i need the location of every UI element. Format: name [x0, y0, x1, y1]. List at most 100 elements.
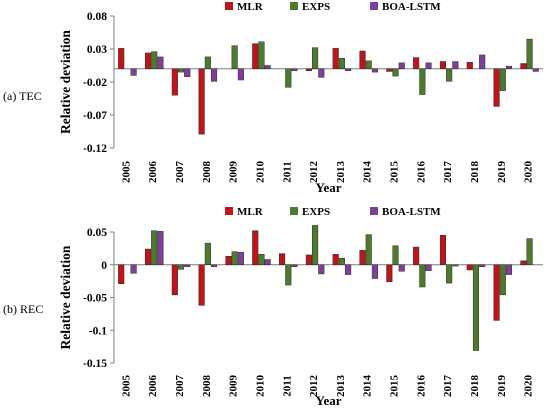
bar-boa-lstm-2009 — [237, 252, 244, 265]
bar-boa-lstm-2013 — [345, 264, 352, 275]
bar-exps-2010 — [258, 41, 265, 70]
bar-exps-2015 — [392, 68, 399, 77]
bar-exps-2009 — [231, 251, 238, 265]
bar-boa-lstm-2006 — [157, 231, 164, 265]
bar-boa-lstm-2018 — [479, 54, 486, 70]
x-tick-label: 2015 — [389, 375, 401, 398]
x-tick-label: 2005 — [120, 161, 132, 184]
bar-boa-lstm-2009 — [237, 68, 244, 81]
bar-boa-lstm-2013 — [345, 68, 352, 72]
bar-boa-lstm-2006 — [157, 56, 164, 70]
x-tick-label: 2017 — [442, 375, 454, 398]
bar-boa-lstm-2011 — [291, 68, 298, 72]
bar-boa-lstm-2019 — [505, 65, 513, 70]
bar-exps-2019 — [499, 68, 506, 91]
bar-mlr-2012 — [305, 254, 312, 265]
x-tick-label: 2020 — [523, 375, 535, 398]
x-tick-label: 2019 — [496, 161, 508, 184]
x-tick-label: 2010 — [254, 375, 266, 398]
y-axis-title: Relative deviation — [58, 245, 73, 349]
bar-boa-lstm-2015 — [398, 62, 405, 70]
bar-boa-lstm-2020 — [532, 68, 539, 72]
bar-boa-lstm-2007 — [184, 68, 191, 77]
y-tick-label: -0.12 — [83, 143, 107, 155]
bar-exps-2014 — [365, 234, 372, 265]
bar-mlr-2013 — [332, 254, 339, 266]
bar-boa-lstm-2005 — [130, 68, 137, 76]
bar-boa-lstm-2017 — [452, 61, 459, 70]
x-tick-label: 2019 — [496, 375, 508, 398]
x-tick-label: 2012 — [308, 161, 320, 184]
bar-exps-2007 — [177, 264, 185, 270]
bar-exps-2007 — [177, 68, 185, 73]
legend-label-mlr: MLR — [237, 206, 264, 218]
bar-exps-2020 — [526, 38, 533, 70]
bar-exps-2006 — [151, 51, 158, 70]
bar-mlr-2012 — [305, 68, 312, 72]
bar-mlr-2020 — [520, 260, 527, 266]
legend-swatch-boa-lstm — [370, 207, 378, 215]
x-tick-label: 2015 — [389, 161, 401, 184]
x-tick-label: 2012 — [308, 375, 320, 398]
chart-panel-0: 0.08 0.03 -0.02 -0.07 -0.12 2005 2006 2007 2008 2… — [3, 1, 543, 195]
x-tick-label: 2014 — [362, 375, 374, 398]
x-tick-label: 2013 — [335, 375, 347, 398]
bar-mlr-2007 — [171, 68, 178, 96]
legend-swatch-exps — [290, 2, 298, 10]
bar-boa-lstm-2012 — [318, 264, 325, 275]
bar-mlr-2010 — [252, 43, 259, 70]
x-tick-label: 2018 — [469, 375, 481, 398]
bar-mlr-2009 — [225, 255, 232, 265]
bar-boa-lstm-2008 — [210, 68, 218, 82]
bar-exps-2011 — [285, 68, 292, 88]
bar-exps-2010 — [258, 254, 265, 266]
bar-mlr-2018 — [466, 264, 473, 271]
bar-exps-2018 — [472, 264, 480, 351]
bar-mlr-2008 — [198, 68, 205, 135]
bar-boa-lstm-2015 — [398, 264, 405, 272]
bar-boa-lstm-2019 — [505, 264, 513, 275]
y-tick-label: 0 — [101, 260, 107, 272]
bar-exps-2008 — [204, 56, 211, 70]
bar-exps-2011 — [285, 264, 292, 286]
y-tick-label: 0.03 — [87, 44, 107, 56]
x-tick-label: 2010 — [254, 161, 266, 184]
bar-exps-2016 — [419, 264, 426, 288]
bar-mlr-2010 — [252, 230, 259, 266]
bar-mlr-2011 — [279, 253, 286, 265]
bar-exps-2019 — [499, 264, 506, 296]
x-axis-title: Year — [316, 180, 342, 195]
bar-exps-2016 — [419, 68, 426, 95]
y-tick-label: -0.05 — [83, 293, 107, 305]
legend-swatch-mlr — [225, 2, 233, 10]
bar-boa-lstm-2005 — [130, 264, 137, 274]
x-tick-label: 2005 — [120, 375, 132, 398]
x-tick-label: 2008 — [201, 161, 213, 184]
bar-boa-lstm-2010 — [264, 259, 271, 266]
legend-label-exps: EXPS — [302, 1, 330, 13]
bar-mlr-2008 — [198, 264, 205, 306]
bar-exps-2012 — [312, 47, 319, 70]
bar-boa-lstm-2010 — [264, 65, 271, 70]
bar-boa-lstm-2008 — [210, 264, 218, 267]
x-tick-label: 2007 — [174, 161, 186, 184]
legend-swatch-exps — [290, 207, 298, 215]
bar-mlr-2019 — [493, 264, 500, 321]
bar-exps-2014 — [365, 60, 372, 70]
x-tick-label: 2014 — [362, 161, 374, 184]
bar-mlr-2005 — [118, 264, 125, 284]
bar-mlr-2016 — [413, 57, 420, 70]
bar-mlr-2006 — [144, 248, 152, 265]
x-tick-label: 2017 — [442, 161, 454, 184]
bar-boa-lstm-2014 — [371, 68, 378, 73]
legend-label-exps: EXPS — [302, 206, 330, 218]
y-tick-label: -0.1 — [89, 325, 107, 337]
bar-boa-lstm-2016 — [425, 264, 432, 271]
bar-mlr-2017 — [439, 235, 447, 265]
bar-boa-lstm-2014 — [371, 264, 378, 279]
bar-mlr-2020 — [520, 63, 527, 70]
bar-exps-2015 — [392, 245, 399, 265]
legend-swatch-boa-lstm — [370, 2, 378, 10]
x-tick-label: 2006 — [147, 161, 159, 184]
